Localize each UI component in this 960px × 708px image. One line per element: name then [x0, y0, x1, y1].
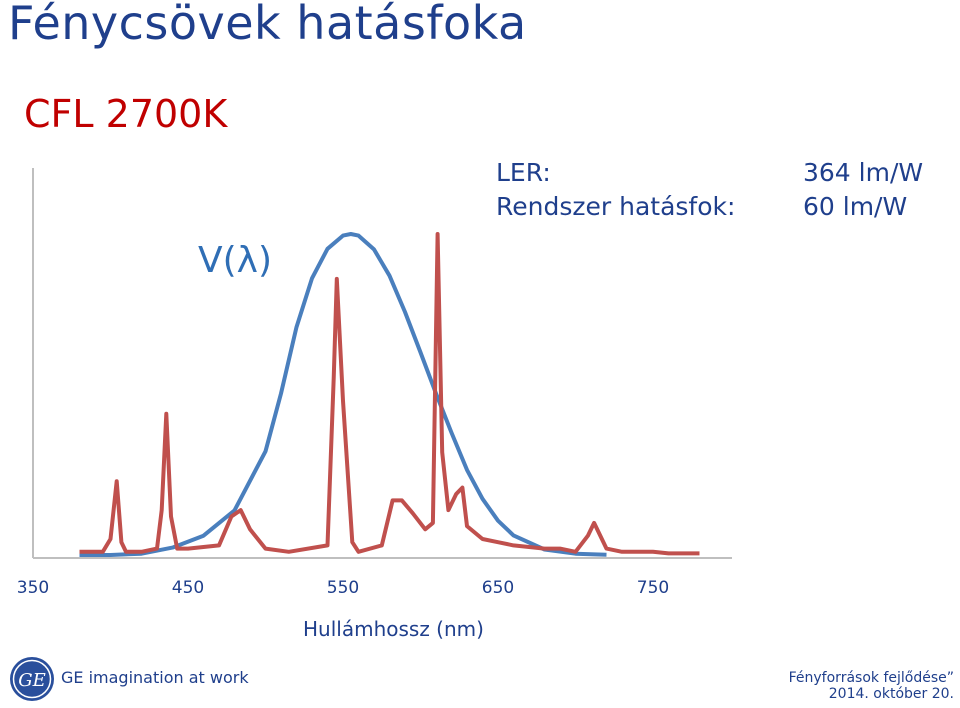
system-efficiency-value: 60 lm/W	[803, 192, 908, 221]
slide-subtitle: CFL 2700K	[24, 92, 228, 136]
series-line-v-lambda	[79, 232, 607, 557]
event-date: 2014. október 20.	[828, 686, 954, 702]
x-tick-label: 750	[637, 578, 669, 598]
x-tick-label: 450	[172, 578, 204, 598]
series-line-cfl-spectrum	[79, 232, 700, 556]
slide-title: Fénycsövek hatásfoka	[8, 0, 527, 50]
x-tick-label: 650	[482, 578, 514, 598]
ge-logo-icon: GE	[10, 657, 54, 701]
x-tick-label: 350	[17, 578, 49, 598]
x-tick-label: 550	[327, 578, 359, 598]
svg-text:GE: GE	[18, 670, 46, 691]
system-efficiency-label: Rendszer hatásfok:	[496, 192, 736, 221]
event-name: Fényforrások fejlődése”	[788, 670, 954, 686]
x-axis-label: Hullámhossz (nm)	[303, 617, 484, 641]
brand-tagline: GE imagination at work	[61, 668, 249, 687]
ler-label: LER:	[496, 158, 551, 187]
v-lambda-label: V(λ)	[198, 240, 273, 281]
ler-value: 364 lm/W	[803, 158, 924, 187]
x-axis-ticks: 350 450 550 650 750	[17, 578, 669, 598]
